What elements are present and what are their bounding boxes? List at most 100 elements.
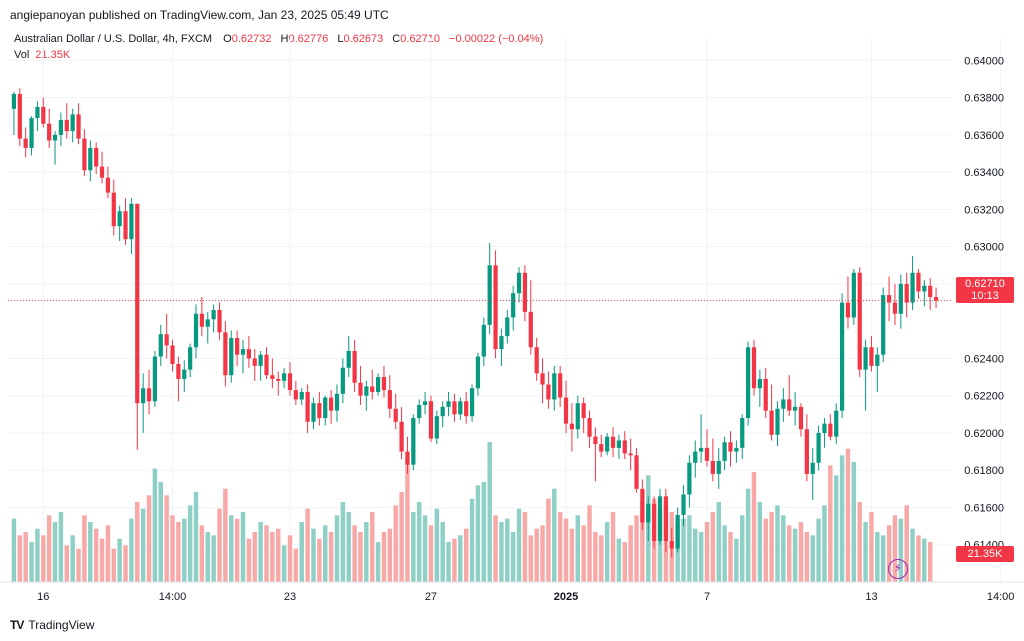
candle bbox=[851, 269, 856, 325]
volume-bar bbox=[140, 508, 146, 582]
volume-bar bbox=[17, 535, 23, 582]
volume-bar bbox=[745, 488, 751, 582]
volume-label[interactable]: Vol bbox=[14, 49, 30, 61]
candle bbox=[534, 337, 539, 381]
candle bbox=[105, 166, 111, 199]
candle bbox=[740, 414, 745, 460]
volume-bar bbox=[657, 508, 663, 582]
volume-bar bbox=[475, 485, 481, 582]
candle bbox=[370, 369, 375, 400]
volume-bar bbox=[458, 535, 463, 582]
volume-bar bbox=[593, 532, 598, 582]
candle bbox=[775, 401, 780, 446]
price-tick-label: 0.63200 bbox=[964, 204, 1004, 216]
flash-icon[interactable]: ⚡ bbox=[888, 559, 908, 579]
volume-bar bbox=[375, 542, 381, 582]
candle bbox=[47, 108, 52, 148]
candle bbox=[276, 371, 281, 396]
candle bbox=[581, 397, 586, 433]
candle bbox=[528, 280, 533, 355]
footer-brand[interactable]: TradingView bbox=[28, 618, 95, 632]
volume-bar bbox=[693, 528, 698, 582]
candle bbox=[751, 339, 757, 396]
volume-bar bbox=[816, 518, 821, 582]
volume-bar bbox=[833, 475, 839, 582]
volume-value: 21.35K bbox=[35, 49, 71, 61]
volume-bar bbox=[528, 535, 534, 582]
candle bbox=[364, 380, 369, 411]
volume-bar bbox=[264, 525, 269, 582]
candle bbox=[346, 336, 351, 378]
candle bbox=[317, 391, 322, 426]
candle bbox=[892, 283, 898, 325]
author-name[interactable]: angiepanoyan bbox=[10, 8, 86, 22]
volume-bar bbox=[111, 548, 117, 582]
candle bbox=[246, 336, 251, 368]
close-label: C bbox=[392, 33, 401, 45]
candle bbox=[616, 434, 622, 460]
volume-bar bbox=[922, 538, 927, 582]
candle bbox=[434, 410, 439, 445]
volume-bar bbox=[698, 532, 704, 582]
volume-bar bbox=[587, 505, 592, 582]
candle bbox=[575, 395, 580, 439]
volume-bars bbox=[11, 442, 933, 582]
volume-bar bbox=[46, 515, 52, 582]
candles bbox=[11, 88, 939, 558]
volume-tag: 21.35K bbox=[956, 546, 1014, 562]
volume-bar bbox=[828, 465, 833, 582]
volume-bar bbox=[434, 508, 440, 582]
volume-bar bbox=[569, 528, 575, 582]
candle bbox=[716, 447, 721, 489]
volume-bar bbox=[610, 512, 616, 582]
candle bbox=[375, 373, 381, 396]
candle bbox=[657, 488, 663, 545]
volume-bar bbox=[751, 472, 757, 582]
candle bbox=[387, 375, 392, 419]
volume-bar bbox=[851, 462, 857, 582]
candle bbox=[428, 395, 434, 443]
volume-bar bbox=[869, 512, 874, 582]
candle bbox=[281, 367, 287, 389]
open-value: 0.62732 bbox=[231, 33, 272, 45]
candle bbox=[828, 414, 833, 441]
volume-bar bbox=[135, 502, 140, 582]
volume-bar bbox=[164, 495, 169, 582]
candle bbox=[910, 255, 915, 310]
candle bbox=[41, 97, 46, 128]
volume-bar bbox=[52, 522, 58, 582]
volume-bar bbox=[687, 515, 692, 582]
candle bbox=[381, 365, 387, 398]
symbol-title[interactable]: Australian Dollar / U.S. Dollar, 4h, FXC… bbox=[14, 33, 213, 45]
volume-bar bbox=[563, 518, 569, 582]
candle bbox=[99, 151, 105, 184]
low-label: L bbox=[337, 33, 344, 45]
candle bbox=[863, 339, 868, 411]
volume-bar bbox=[822, 505, 827, 582]
candle bbox=[158, 324, 163, 366]
candle bbox=[822, 418, 827, 448]
volume-bar bbox=[170, 515, 175, 582]
volume-bar bbox=[710, 512, 716, 582]
volume-bar bbox=[845, 448, 851, 582]
volume-bar bbox=[64, 545, 70, 582]
candle bbox=[781, 388, 786, 422]
candle bbox=[563, 380, 569, 433]
candle bbox=[552, 365, 557, 411]
volume-bar bbox=[493, 515, 498, 582]
candle bbox=[587, 410, 592, 448]
volume-bar bbox=[105, 525, 111, 582]
candle bbox=[493, 250, 498, 359]
volume-legend: Vol 21.35K bbox=[14, 49, 70, 61]
volume-bar bbox=[399, 492, 404, 582]
footer: TV TradingView bbox=[10, 618, 94, 632]
volume-bar bbox=[305, 508, 310, 582]
volume-bar bbox=[187, 505, 193, 582]
candle bbox=[834, 403, 839, 445]
volume-bar bbox=[158, 482, 164, 582]
candle bbox=[411, 414, 416, 471]
volume-bar bbox=[481, 482, 487, 582]
candle bbox=[193, 304, 199, 359]
